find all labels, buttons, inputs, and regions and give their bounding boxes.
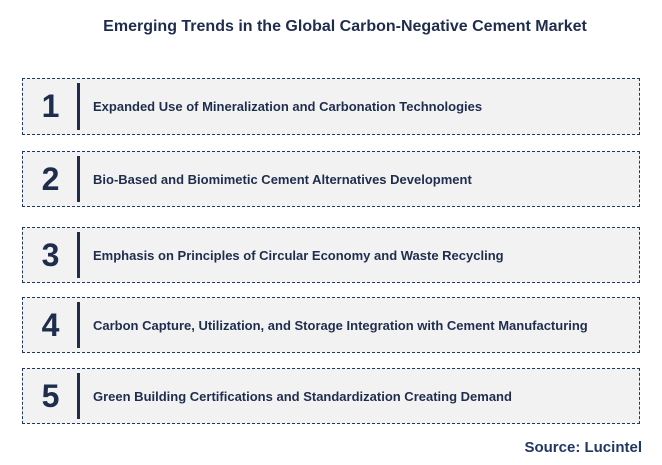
divider-bar (77, 373, 80, 419)
source-credit: Source: Lucintel (524, 439, 642, 456)
trend-label: Expanded Use of Mineralization and Carbo… (93, 99, 483, 114)
divider-bar (77, 302, 80, 348)
trend-box-1: 1 Expanded Use of Mineralization and Car… (22, 78, 640, 135)
trend-number: 5 (41, 377, 60, 414)
trend-number: 3 (41, 236, 60, 273)
trend-label: Bio-Based and Biomimetic Cement Alternat… (93, 171, 472, 187)
trend-label: Carbon Capture, Utilization, and Storage… (93, 317, 588, 333)
divider-bar (77, 83, 80, 130)
trend-number: 2 (41, 160, 60, 197)
trend-number: 1 (41, 88, 60, 124)
trend-label: Green Building Certifications and Standa… (93, 388, 512, 404)
trend-box-3: 3 Emphasis on Principles of Circular Eco… (22, 227, 640, 283)
divider-bar (77, 156, 80, 202)
trend-label: Emphasis on Principles of Circular Econo… (93, 247, 504, 263)
trend-box-2: 2 Bio-Based and Biomimetic Cement Altern… (22, 151, 640, 207)
trend-box-4: 4 Carbon Capture, Utilization, and Stora… (22, 297, 640, 353)
trend-box-5: 5 Green Building Certifications and Stan… (22, 368, 640, 424)
diagram-title: Emerging Trends in the Global Carbon-Neg… (103, 18, 587, 35)
divider-bar (77, 232, 80, 278)
trend-number: 4 (41, 306, 60, 343)
